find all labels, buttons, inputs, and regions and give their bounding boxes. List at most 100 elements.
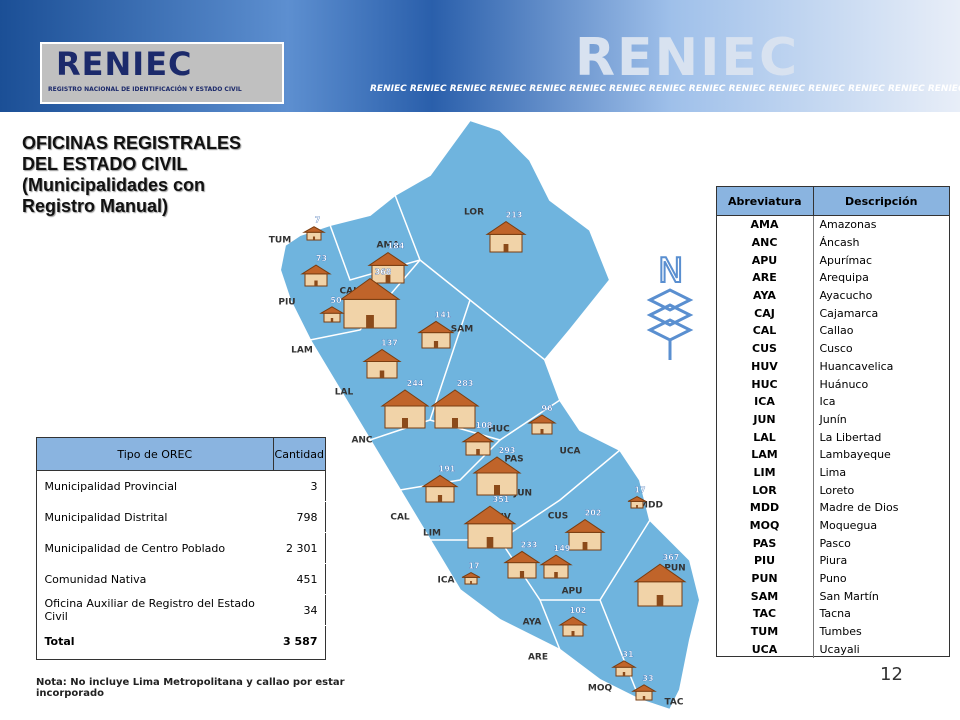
peru-shape [278,118,702,712]
cell: 2 301 [273,532,326,564]
house-door [385,275,391,283]
description: Ucayali [812,640,950,659]
house-door [366,315,374,328]
row: HUC Huánuco [717,375,950,393]
row: ARE Arequipa [717,269,950,287]
house-door [452,418,458,428]
row: Comunidad Nativa 451 [36,563,326,595]
office-count: 108 [476,421,493,430]
code: LAM [751,448,778,462]
region-label: LOR [464,208,484,218]
description: Amazonas [812,215,950,234]
code: ICA [754,395,775,409]
code: MOQ [749,519,780,533]
house-door [656,595,664,606]
office-count: 283 [457,379,474,388]
code: CAL [752,324,777,338]
house [627,496,647,509]
logo-subtitle: REGISTRO NACIONAL DE IDENTIFICACIÓN Y ES… [48,86,242,93]
house [527,414,557,435]
title-line: DEL ESTADO CIVIL [22,154,188,174]
house-door [571,631,575,636]
region-label: AYA [523,618,542,628]
orec-table: Tipo de OREC Cantidad Municipalidad Provin… [36,437,327,656]
house-roof [430,389,480,407]
house-roof [627,496,647,502]
row: LOR Loreto [717,481,950,499]
description: Arequipa [812,269,950,287]
code: SAM [750,589,779,603]
cell: Oficina Auxiliar de Registro del Estado … [36,594,274,626]
office-count: 293 [499,446,516,455]
region-label: PIU [278,298,295,308]
house-door [314,280,318,286]
code: CUS [752,342,777,356]
row: CAJ Cajamarca [717,304,950,323]
logo-box [40,42,284,104]
code: AYA [753,289,776,303]
compass [646,288,694,360]
row: LIM Lima [717,463,950,482]
house [472,456,522,496]
description: Piura [812,552,950,570]
region-label: ARE [528,653,548,663]
office-count: 202 [585,509,602,518]
house-roof [503,550,541,564]
house-door [503,244,509,252]
house-roof [339,277,401,300]
house-door [494,485,500,495]
house [463,505,517,549]
house-roof [461,431,495,443]
note: Nota: No incluye Lima Metropolitana y ca… [36,677,345,699]
logo: RENIEC [56,45,193,83]
region-label: UCA [560,447,581,457]
office-count: 33 [642,674,653,683]
house [300,264,332,287]
house-door [379,370,385,378]
row: HUV Huancavelica [717,357,950,376]
row: Municipalidad de Centro Poblado 2 301 [36,532,326,564]
region-label: LAM [291,346,313,356]
house-roof [633,563,687,583]
house [503,550,541,579]
region-label: ANC [351,436,372,446]
code: MDD [749,501,780,515]
house [417,320,455,349]
description: Cusco [812,339,950,358]
region-label: CAL [390,513,410,523]
office-count: 73 [316,254,327,263]
house-roof [631,684,657,692]
house-roof [463,505,517,525]
row: TUM Tumbes [717,622,950,641]
row: MDD Madre de Dios [717,499,950,517]
code: TUM [750,625,779,639]
cell: 3 [273,470,326,502]
description: Junín [812,410,950,429]
house [631,684,657,701]
row: PIU Piura [717,552,950,570]
description: Lambayeque [812,445,950,464]
total-cell: Total [36,625,274,656]
description: Tumbes [812,622,950,641]
description: Madre de Dios [812,499,950,517]
house-door [330,318,334,322]
house-door [476,449,480,455]
abbr-table: Abreviatura Descripción AMA Amazonas ANC Ánca… [716,186,950,659]
office-count: 367 [663,553,680,562]
house [421,474,459,503]
description: Puno [812,569,950,588]
office-count: 149 [554,544,571,553]
code: PIU [753,554,776,568]
code: UCA [751,642,778,656]
house-roof [367,251,409,266]
office-count: 31 [622,650,634,659]
code: PAS [752,536,777,550]
cell: Comunidad Nativa [36,563,274,595]
row: ANC Áncash [717,233,950,252]
description: Loreto [812,481,950,499]
row: APU Apurímac [717,251,950,270]
cell: 798 [273,501,326,533]
description: Ayacucho [812,286,950,305]
